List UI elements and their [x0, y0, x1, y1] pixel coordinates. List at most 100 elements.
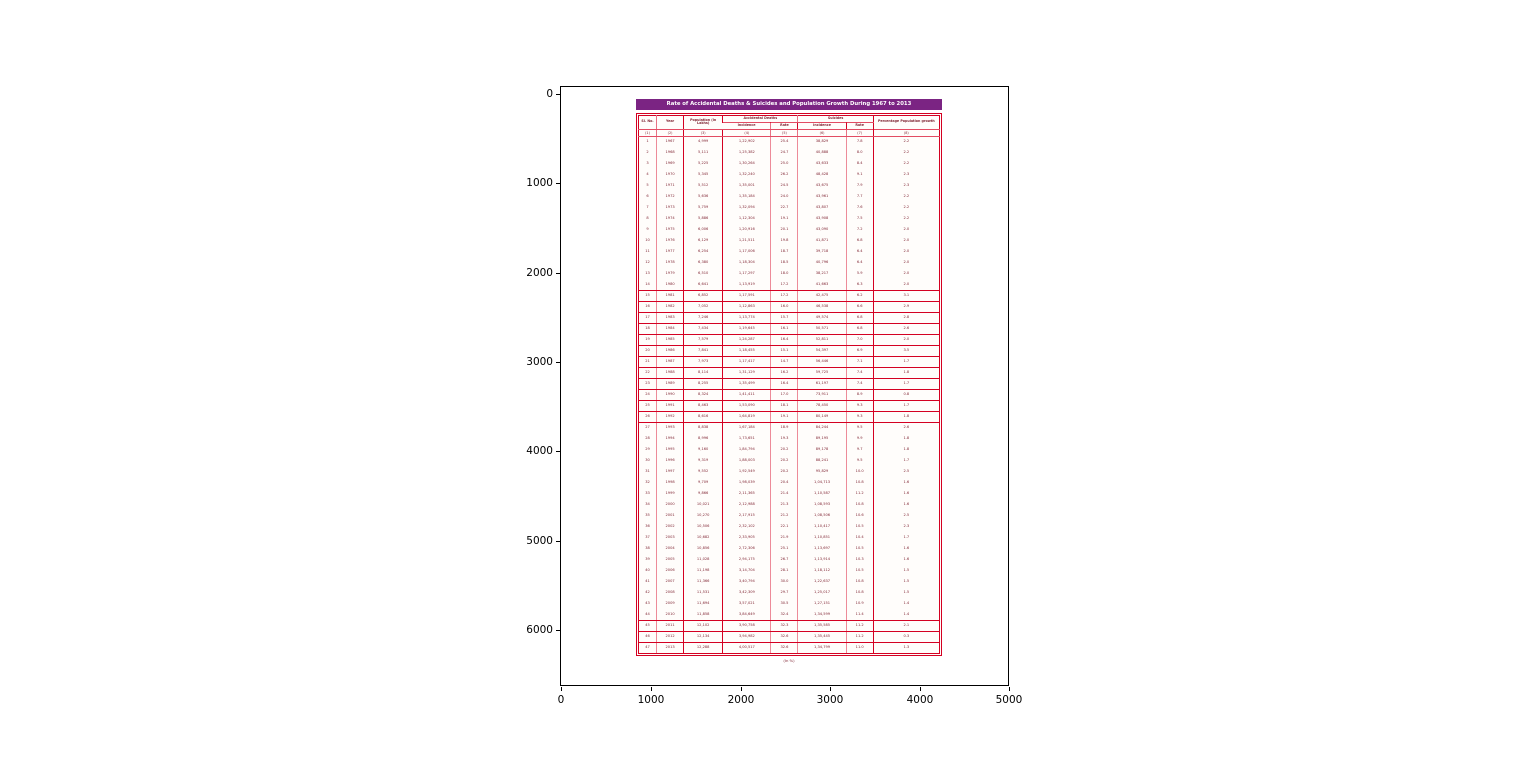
table-cell: 2.5 — [872, 466, 940, 478]
table-cell: 1.8 — [872, 367, 940, 379]
table-cell: 1,32,094 — [722, 202, 771, 214]
table-cell: 45 — [638, 620, 657, 632]
statistics-table: Sl. No. Year Population (in Lakhs) Accid… — [638, 115, 940, 654]
table-cell: 7.4 — [845, 367, 874, 379]
table-cell: 1,10,417 — [797, 521, 847, 533]
table-cell: 1998 — [656, 477, 684, 489]
table-cell: 89,195 — [797, 433, 847, 445]
table-cell: 1978 — [656, 257, 684, 269]
table-cell: 2.8 — [872, 312, 940, 324]
table-row: 15 1981 6,852 1,17,591 17.2 42,475 6.2 3.1 — [638, 290, 940, 302]
table-cell: 2.3 — [872, 521, 940, 533]
table-cell: 59,725 — [797, 367, 847, 379]
table-cell: 1970 — [656, 169, 684, 181]
table-row: 5 1971 5,512 1,35,001 24.5 43,675 7.9 2.3 — [639, 180, 940, 192]
table-cell: 32.4 — [770, 609, 798, 621]
table-row: 22 1988 8,114 1,31,129 16.2 59,725 7.4 1.8 — [638, 367, 940, 379]
x-axis-tick — [1009, 687, 1010, 691]
table-cell: 21 — [638, 356, 657, 368]
x-axis-tick-label: 3000 — [816, 694, 844, 706]
table-cell: 8,463 — [683, 400, 723, 412]
table-cell: 1.5 — [872, 576, 940, 588]
table-cell: 1,84,794 — [722, 444, 771, 456]
table-cell: 11.2 — [845, 488, 874, 500]
table-row: 32 1998 9,709 1,98,039 20.4 1,04,713 10.8 1.6 — [639, 477, 940, 489]
table-cell: 19.3 — [770, 433, 798, 445]
table-row: 45 2011 12,102 3,90,758 32.3 1,35,585 11.2 2.1 — [638, 620, 940, 632]
col-index: (8) — [872, 129, 940, 137]
table-cell: 5.9 — [845, 268, 874, 280]
table-cell: 43,675 — [797, 180, 847, 192]
table-cell: 1,25,382 — [722, 147, 771, 159]
table-cell: 89,178 — [797, 444, 847, 456]
col-index: (6) — [797, 129, 847, 137]
table-cell: 1968 — [656, 147, 684, 159]
table-cell: 9,866 — [683, 488, 723, 500]
table-cell: 1,21,511 — [722, 235, 771, 247]
y-axis-tick-label: 1000 — [526, 177, 553, 189]
table-cell: 9.9 — [845, 433, 874, 445]
table-cell: 28 — [645, 436, 650, 441]
col-header-year: Year — [656, 115, 684, 130]
table-cell: 8,838 — [683, 422, 723, 434]
table-cell: 2,72,306 — [722, 543, 771, 555]
table-cell: 5,225 — [683, 158, 723, 170]
table-cell: 1,22,637 — [797, 576, 847, 588]
table-cell: 10.3 — [845, 554, 874, 566]
table-cell: 8,324 — [683, 389, 723, 401]
table-cell: 46,538 — [797, 301, 847, 313]
table-cell: 1979 — [656, 268, 684, 280]
table-row: 31 1997 9,552 1,92,549 20.2 95,829 10.0 2.5 — [639, 466, 940, 478]
table-cell: 3,90,758 — [722, 620, 771, 632]
col-index: (1) — [638, 129, 657, 137]
table-cell: 7.5 — [845, 213, 874, 225]
table-cell: 1989 — [656, 378, 684, 390]
table-cell: 22.1 — [770, 521, 798, 533]
table-cell: 12,134 — [683, 631, 723, 643]
table-cell: 1999 — [656, 488, 684, 500]
table-cell: 1,20,916 — [722, 224, 771, 236]
table-cell: 1,30,264 — [722, 158, 771, 170]
table-cell: 41 — [645, 579, 650, 584]
table-cell: 3,57,021 — [722, 598, 771, 610]
table-row: 3 1969 5,225 1,30,264 25.0 43,633 8.4 2.2 — [639, 158, 940, 170]
table-cell: 9.5 — [845, 455, 874, 467]
table-cell: 2.2 — [872, 147, 940, 159]
table-cell: 9,709 — [683, 477, 723, 489]
table-cell: 6.2 — [845, 290, 874, 302]
table-cell: 2.2 — [872, 202, 940, 214]
table-cell: 2010 — [656, 609, 684, 621]
x-axis-tick-label: 4000 — [906, 694, 934, 706]
table-cell: 1974 — [656, 213, 684, 225]
table-cell: 7.6 — [845, 202, 874, 214]
x-axis-tick — [651, 687, 652, 691]
col-subheader-incidence: Incidence — [797, 122, 847, 130]
table-cell: 11,531 — [683, 587, 723, 599]
table-cell: 9.3 — [845, 411, 874, 423]
table-cell: 25 — [638, 400, 657, 412]
table-cell: 6,254 — [683, 246, 723, 258]
table-cell: 37 — [645, 535, 650, 540]
table-cell: 6.4 — [845, 257, 874, 269]
table-cell: 7,246 — [683, 312, 723, 324]
table-cell: 1.7 — [872, 532, 940, 544]
table-cell: 46 — [638, 631, 657, 643]
table-cell: 1,35,499 — [722, 378, 771, 390]
table-row: 25 1991 8,463 1,53,090 18.1 78,450 9.3 1.7 — [638, 400, 940, 412]
table-cell: 1992 — [656, 411, 684, 423]
table-cell: 84,244 — [797, 422, 847, 434]
table-row: 16 1982 7,052 1,12,863 16.0 46,538 6.6 2.9 — [638, 301, 940, 313]
table-row: 33 1999 9,866 2,11,365 21.4 1,10,587 11.2 1.6 — [639, 488, 940, 500]
table-cell: 2,12,988 — [722, 499, 771, 511]
table-cell: 1.8 — [872, 444, 940, 456]
table-cell: 29 — [645, 447, 650, 452]
table-cell: 9,160 — [683, 444, 723, 456]
table-row: 11 1977 6,254 1,17,006 18.7 39,718 6.4 2.0 — [639, 246, 940, 258]
table-row: 21 1987 7,973 1,17,417 14.7 56,446 7.1 1.7 — [638, 356, 940, 368]
table-cell: 11,694 — [683, 598, 723, 610]
table-cell: 1,53,090 — [722, 400, 771, 412]
table-row: 10 1976 6,129 1,21,511 19.8 41,871 6.8 2.0 — [639, 235, 940, 247]
table-cell: 10.5 — [845, 543, 874, 555]
table-cell: 10.0 — [845, 466, 874, 478]
table-cell: 43,090 — [797, 224, 847, 236]
